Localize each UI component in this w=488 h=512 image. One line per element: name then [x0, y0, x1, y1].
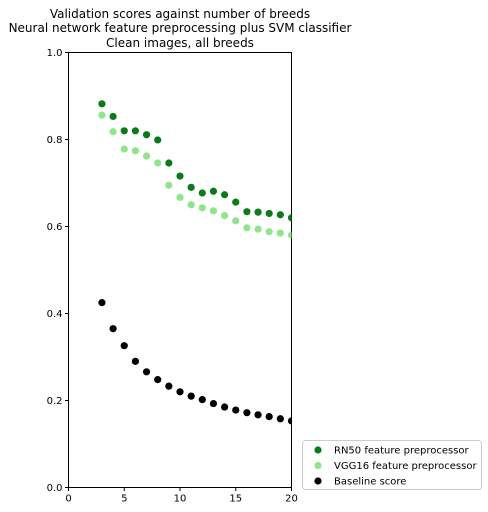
x-tick-label: 20 — [285, 494, 298, 505]
legend-label: Baseline score — [334, 477, 406, 488]
data-point-series-2 — [187, 201, 195, 209]
x-tick-label: 15 — [229, 494, 242, 505]
data-point-series-3 — [254, 411, 262, 419]
data-point-series-3 — [209, 399, 218, 408]
data-point-series-1 — [131, 127, 139, 135]
legend-marker — [314, 461, 322, 470]
y-tick-label: 0.2 — [47, 396, 63, 407]
data-point-series-2 — [209, 207, 218, 215]
data-point-series-2 — [109, 128, 117, 136]
data-point-series-1 — [109, 112, 117, 121]
data-point-series-1 — [243, 208, 251, 216]
legend: RN50 feature preprocessor VGG16 feature p… — [302, 440, 482, 490]
legend-marker — [314, 477, 322, 485]
data-point-series-1 — [187, 183, 195, 191]
y-tick-label: 1.0 — [47, 48, 63, 59]
data-point-series-3 — [165, 382, 173, 390]
data-point-series-1 — [154, 136, 162, 144]
data-point-series-1 — [232, 198, 240, 206]
y-axis: 0.0 0.2 0.4 0.6 0.8 1.0 — [47, 48, 69, 494]
data-point-series-3 — [109, 325, 117, 333]
y-tick-label: 0.8 — [47, 135, 63, 146]
data-point-series-2 — [165, 181, 173, 189]
data-point-series-2 — [176, 193, 184, 201]
chart-title: Validation scores against number of bree… — [9, 7, 352, 50]
y-tick-label: 0.6 — [47, 222, 63, 233]
x-tick-label: 10 — [174, 494, 187, 505]
data-point-series-2 — [198, 204, 206, 212]
data-point-series-1 — [198, 189, 206, 197]
data-point-series-1 — [209, 187, 218, 195]
data-point-series-3 — [232, 406, 240, 414]
data-point-series-1 — [287, 214, 292, 222]
data-point-series-2 — [232, 217, 240, 225]
data-point-series-3 — [176, 388, 184, 396]
legend-marker — [314, 446, 322, 454]
data-point-series-3 — [131, 357, 139, 365]
data-point-series-3 — [98, 299, 106, 307]
data-point-series-2 — [142, 152, 151, 160]
legend-label: RN50 feature preprocessor — [334, 446, 470, 457]
x-axis: 0 5 10 15 20 — [65, 487, 298, 505]
data-point-series-3 — [243, 409, 251, 417]
data-point-series-3 — [120, 342, 128, 350]
data-point-series-1 — [221, 191, 229, 199]
data-point-series-2 — [276, 229, 284, 237]
plot-area — [68, 52, 292, 488]
data-point-series-1 — [98, 100, 106, 108]
data-point-series-2 — [131, 147, 139, 155]
data-point-series-1 — [254, 208, 262, 216]
data-point-series-1 — [176, 172, 184, 180]
data-point-series-2 — [98, 111, 106, 119]
data-point-series-2 — [254, 225, 262, 233]
y-tick-label: 0.4 — [47, 309, 63, 320]
chart-title-line-2: Neural network feature preprocessing plu… — [9, 21, 352, 35]
chart-title-line-3: Clean images, all breeds — [106, 36, 254, 50]
data-point-series-2 — [287, 231, 292, 239]
data-point-series-1 — [265, 209, 273, 218]
data-point-series-3 — [142, 368, 151, 376]
legend-box — [302, 440, 482, 490]
data-point-series-3 — [198, 396, 206, 404]
data-point-series-1 — [142, 131, 151, 139]
data-point-series-2 — [265, 228, 273, 236]
data-point-series-2 — [221, 212, 229, 220]
data-point-series-3 — [154, 376, 162, 384]
data-point-series-1 — [120, 127, 128, 135]
y-tick-label: 0.0 — [47, 483, 63, 494]
data-point-series-1 — [276, 211, 284, 219]
data-point-series-1 — [165, 159, 173, 167]
x-tick-label: 0 — [65, 494, 71, 505]
chart-title-line-1: Validation scores against number of bree… — [50, 7, 310, 21]
data-point-series-2 — [154, 159, 162, 167]
data-point-series-3 — [221, 403, 229, 411]
data-point-series-2 — [120, 145, 128, 153]
x-tick-label: 5 — [121, 494, 127, 505]
data-point-series-3 — [287, 417, 292, 425]
legend-label: VGG16 feature preprocessor — [334, 461, 477, 472]
data-point-series-3 — [276, 415, 284, 423]
data-point-series-3 — [187, 392, 195, 400]
data-point-series-2 — [243, 224, 251, 232]
data-points — [98, 100, 292, 425]
data-point-series-3 — [265, 412, 273, 421]
